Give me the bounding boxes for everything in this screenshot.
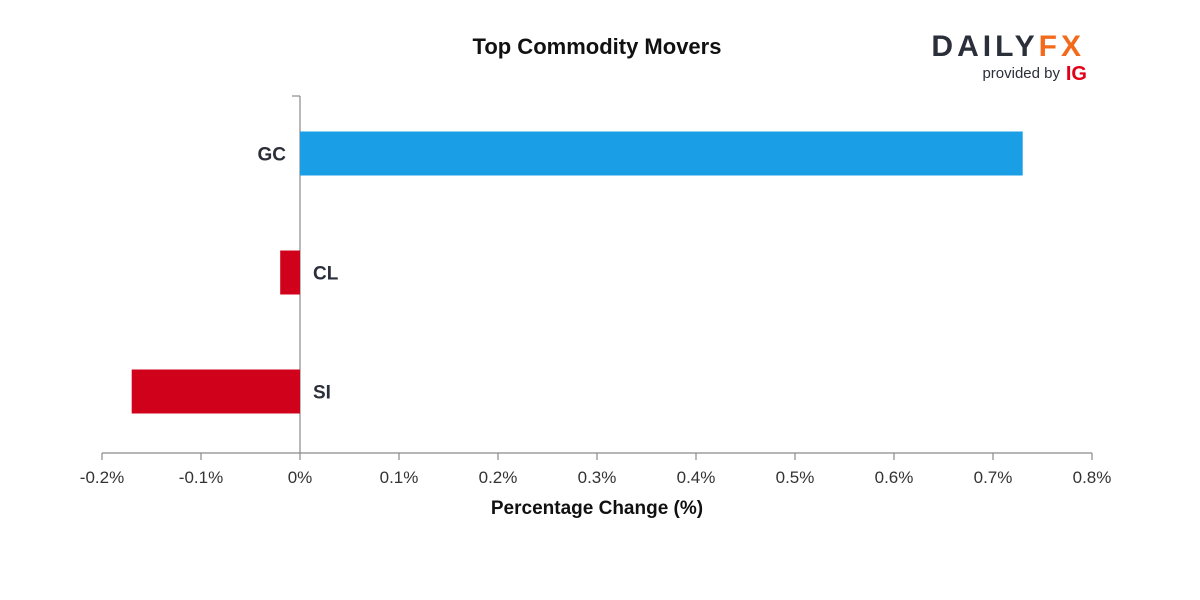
chart-title: Top Commodity Movers — [473, 34, 722, 59]
x-tick-label: 0.1% — [380, 468, 419, 487]
x-tick-label: -0.2% — [80, 468, 124, 487]
category-label-cl: CL — [313, 264, 339, 285]
category-label-si: SI — [313, 383, 331, 404]
bar-gc — [300, 131, 1023, 176]
chart-bars — [131, 131, 1023, 414]
x-tick-label: 0.2% — [479, 468, 518, 487]
x-axis-label: Percentage Change (%) — [491, 498, 703, 519]
brand-ig: IG — [1066, 63, 1087, 85]
brand-provided-by: provided by — [982, 65, 1060, 82]
x-axis-ticks: -0.2% -0.1% 0% 0.1% 0.2% 0.3% 0.4% 0.5% 0.6% 0.7%… — [80, 453, 1112, 487]
x-tick-label: 0.4% — [677, 468, 716, 487]
brand-name-fx: FX — [1039, 30, 1085, 63]
x-tick-label: 0% — [288, 468, 313, 487]
dailyfx-logo: DAILYFX provided by IG — [931, 30, 1087, 85]
bar-si — [131, 369, 300, 414]
x-tick-label: -0.1% — [179, 468, 223, 487]
category-label-gc: GC — [258, 145, 287, 166]
x-tick-label: 0.5% — [776, 468, 815, 487]
x-tick-label: 0.3% — [578, 468, 617, 487]
svg-text:DAILYFX: DAILYFX — [931, 30, 1085, 63]
x-tick-label: 0.8% — [1073, 468, 1112, 487]
category-labels: GC CL SI — [258, 145, 339, 404]
brand-name-daily: DAILY — [931, 30, 1038, 63]
x-tick-label: 0.7% — [974, 468, 1013, 487]
bar-cl — [280, 250, 300, 295]
x-tick-label: 0.6% — [875, 468, 914, 487]
